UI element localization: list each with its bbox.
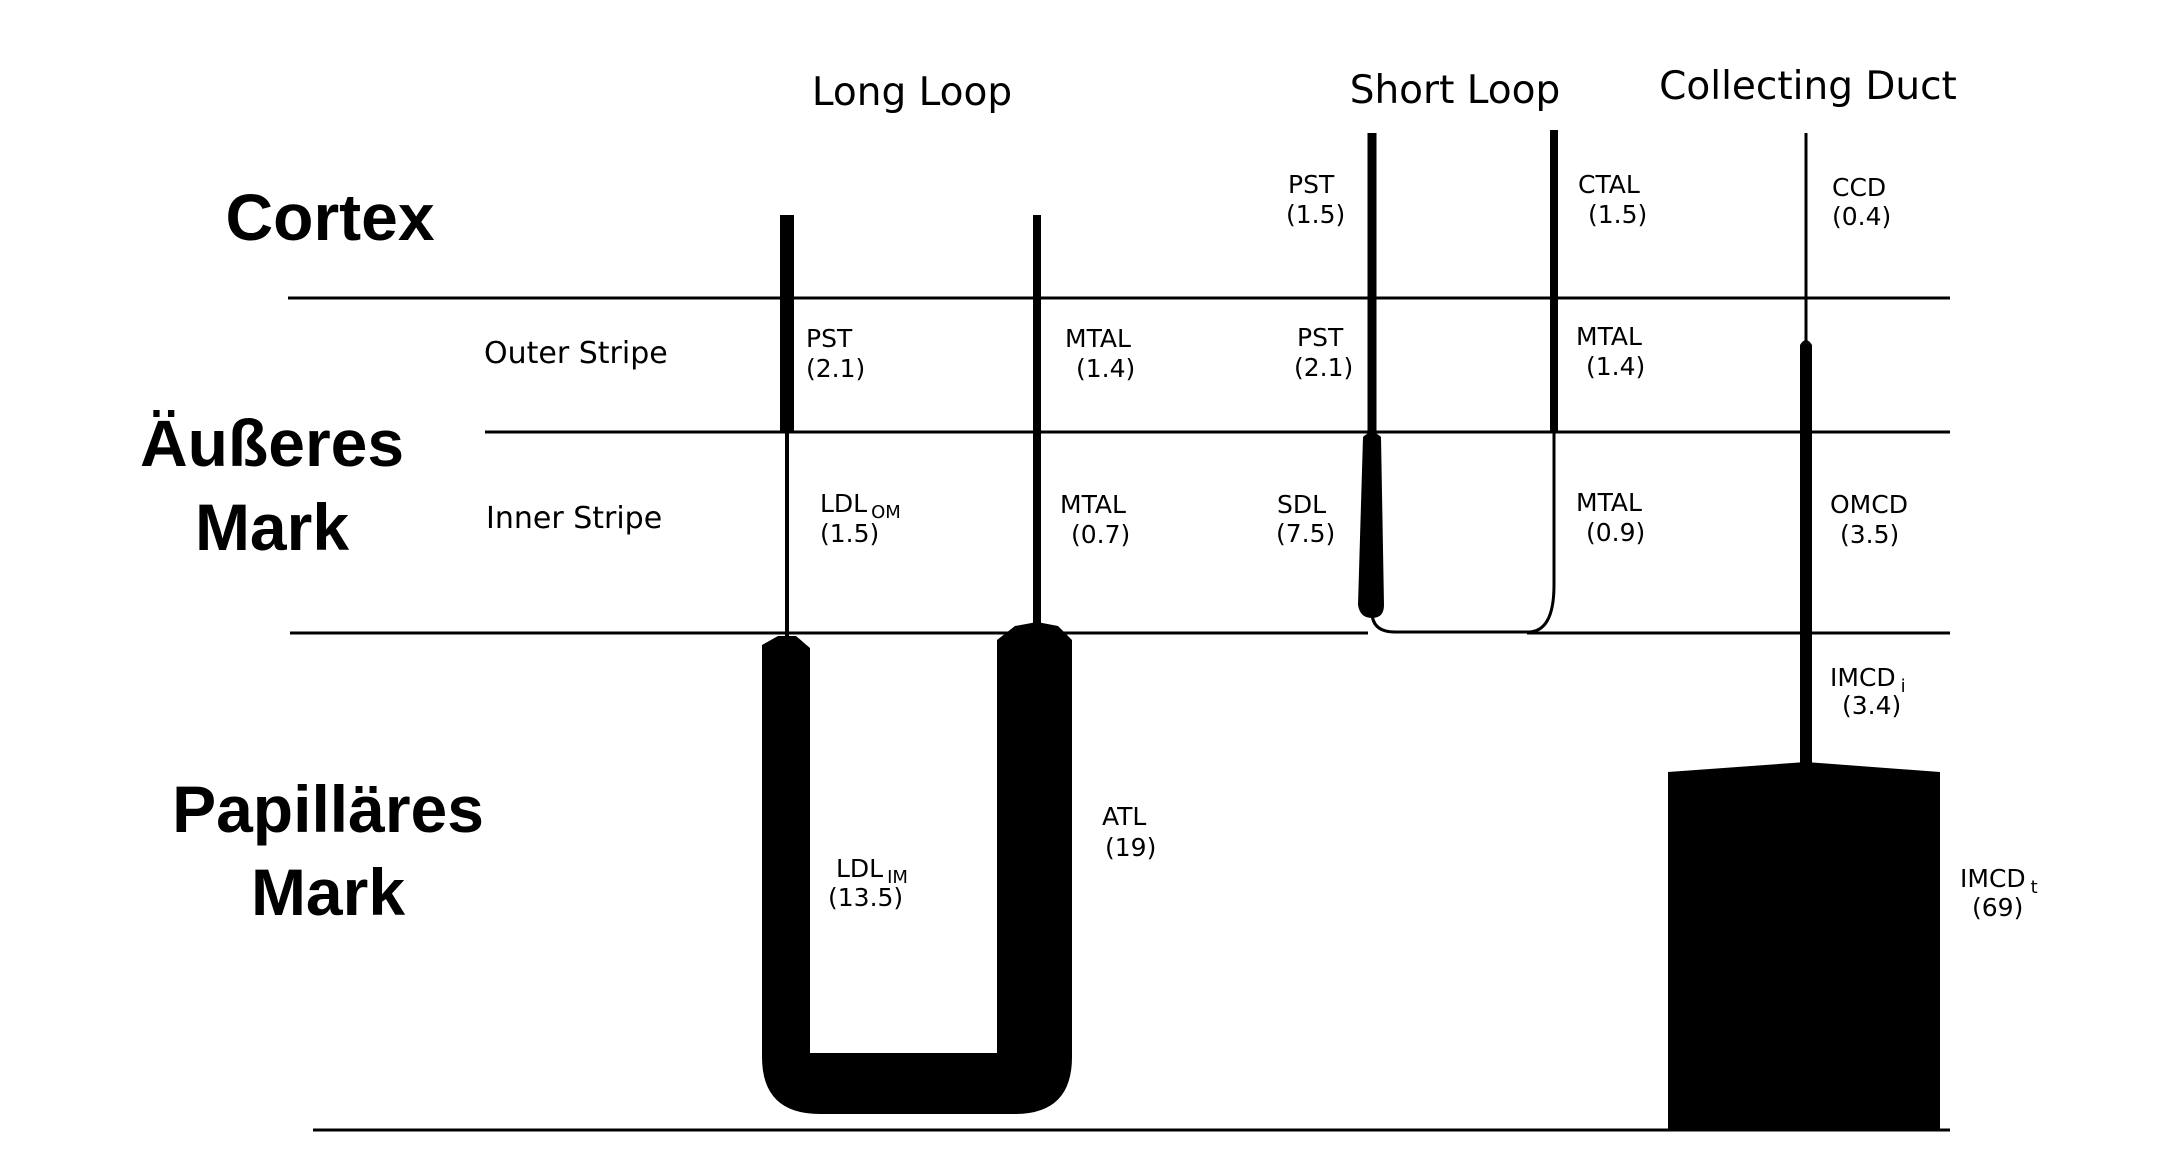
- long-mtal-os-value: (1.4): [1076, 354, 1135, 383]
- long-ldl-im-name: LDL IM: [836, 854, 908, 888]
- stripe-labels: Outer Stripe Inner Stripe: [484, 336, 668, 536]
- outer-stripe-label: Outer Stripe: [484, 336, 668, 371]
- omcd-tubule: [1800, 340, 1812, 765]
- long-mtal-os-name: MTAL: [1065, 324, 1131, 353]
- omcd-name: OMCD: [1830, 490, 1908, 519]
- imcd-t-name: IMCD t: [1960, 864, 2038, 898]
- short-mtal-os-value: (1.4): [1586, 352, 1645, 381]
- short-mtal-os-name: MTAL: [1576, 322, 1642, 351]
- imcd-i-value: (3.4): [1842, 691, 1901, 720]
- short-sdl-value: (7.5): [1276, 519, 1335, 548]
- short-ctal-name: CTAL: [1578, 170, 1640, 199]
- inner-medulla-label-line2: Mark: [251, 855, 405, 929]
- cortex-label: Cortex: [225, 180, 434, 254]
- outer-medulla-label-line2: Mark: [195, 490, 349, 564]
- column-headers: Long Loop Short Loop Collecting Duct: [812, 64, 1957, 115]
- long-pst-tubule: [780, 215, 794, 433]
- inner-stripe-label: Inner Stripe: [486, 501, 662, 536]
- collecting-duct: [1668, 133, 1940, 1130]
- long-loop-thin-limbs: [762, 622, 1072, 1114]
- long-ldl-im-value: (13.5): [828, 883, 903, 912]
- ccd-value: (0.4): [1832, 202, 1891, 231]
- short-sdl-name: SDL: [1277, 490, 1326, 519]
- imcd-i-name: IMCD i: [1830, 663, 1906, 697]
- ccd-name: CCD: [1832, 173, 1886, 202]
- short-pst-cortex-value: (1.5): [1286, 200, 1345, 229]
- long-atl-value: (19): [1105, 833, 1156, 862]
- long-mtal-is-value: (0.7): [1071, 520, 1130, 549]
- long-ldl-om-value: (1.5): [820, 519, 879, 548]
- short-pst-os-value: (2.1): [1294, 353, 1353, 382]
- long-ldl-om-name: LDL OM: [820, 489, 901, 523]
- segment-labels: PST (2.1) LDL OM (1.5) LDL IM (13.5) ATL (…: [806, 170, 2038, 922]
- imcd-terminal-block: [1668, 762, 1940, 1130]
- zone-labels: Cortex Äußeres Mark Papilläres Mark: [140, 180, 484, 929]
- long-pst-value: (2.1): [806, 354, 865, 383]
- short-pst-os-name: PST: [1297, 323, 1344, 352]
- short-loop: [1358, 130, 1558, 634]
- short-loop-bend: [1370, 432, 1556, 634]
- inner-medulla-label-line1: Papilläres: [172, 772, 484, 846]
- long-loop: [762, 215, 1072, 1114]
- short-mtal-is-value: (0.9): [1586, 518, 1645, 547]
- short-pst-cortex-name: PST: [1288, 170, 1335, 199]
- short-ctal-value: (1.5): [1588, 200, 1647, 229]
- outer-medulla-label-line1: Äußeres: [140, 406, 404, 480]
- long-pst-name: PST: [806, 324, 853, 353]
- imcd-t-value: (69): [1972, 893, 2023, 922]
- long-mtal-is-name: MTAL: [1060, 490, 1126, 519]
- long-atl-name: ATL: [1102, 802, 1146, 831]
- collecting-duct-header: Collecting Duct: [1659, 64, 1957, 109]
- zone-boundaries: [288, 296, 1950, 1132]
- short-sdl-tubule: [1358, 432, 1384, 618]
- omcd-value: (3.5): [1840, 520, 1899, 549]
- short-loop-header: Short Loop: [1350, 68, 1561, 113]
- short-mtal-is-name: MTAL: [1576, 488, 1642, 517]
- long-loop-header: Long Loop: [812, 70, 1012, 115]
